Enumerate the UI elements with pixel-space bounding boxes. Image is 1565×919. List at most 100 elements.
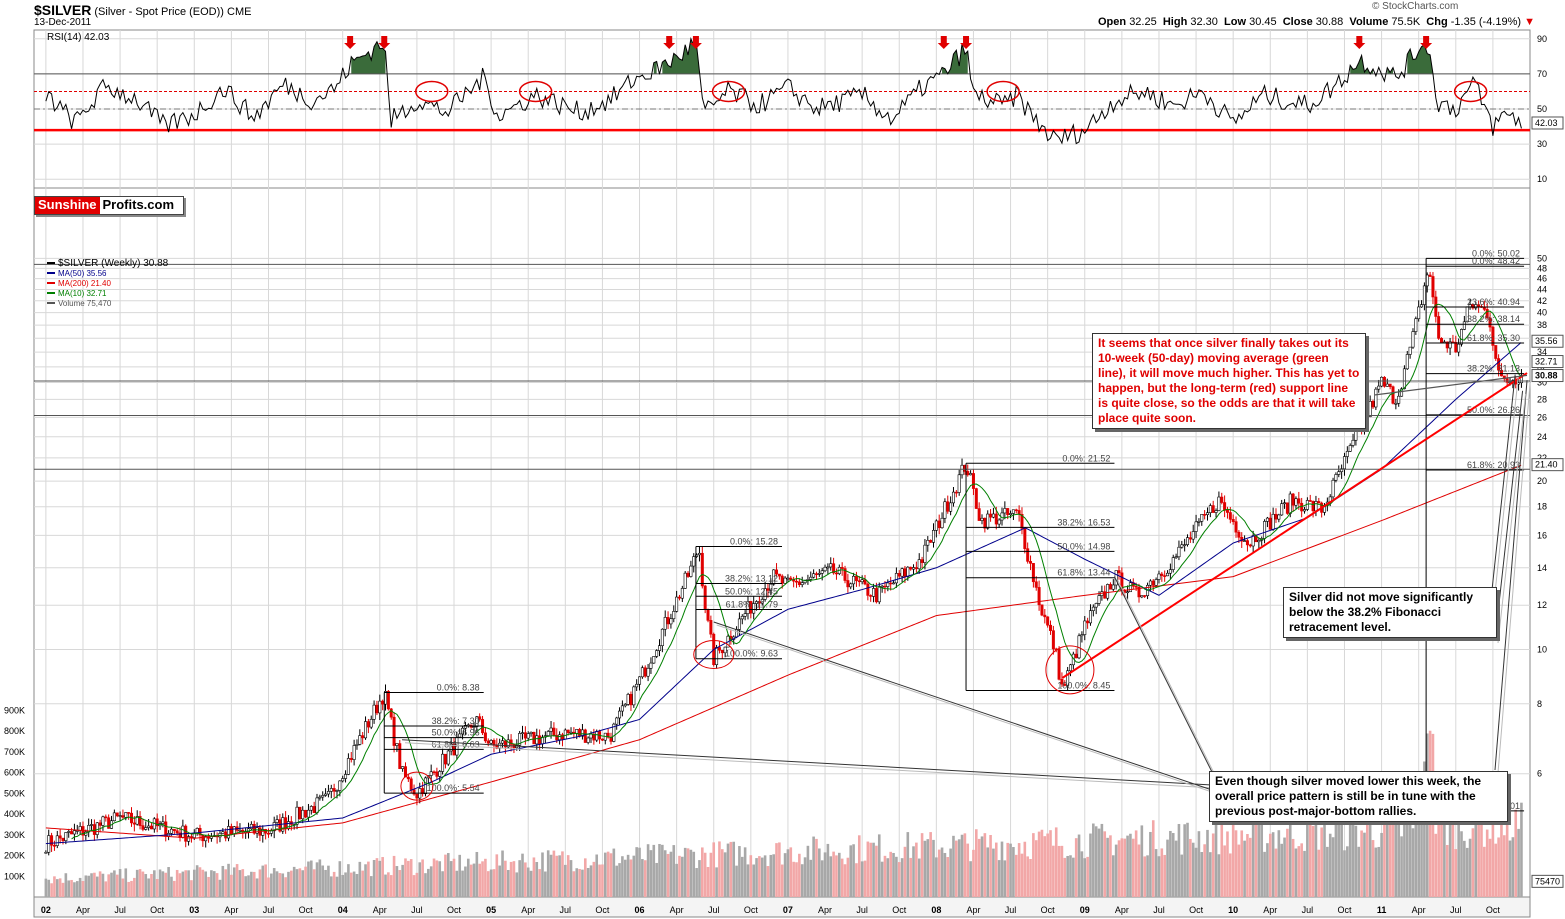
volume-bar (923, 840, 927, 897)
price-candle-body (90, 824, 94, 826)
volume-bar (778, 842, 781, 897)
price-candle-body (717, 647, 721, 651)
price-candle-body (869, 595, 873, 597)
volume-bar (917, 858, 921, 897)
price-candle-body (304, 809, 308, 818)
volume-bar (464, 866, 467, 897)
price-candle-body (929, 540, 933, 543)
volume-bar (475, 851, 479, 897)
volume-bar (1283, 837, 1286, 897)
price-candle-body (1188, 537, 1192, 540)
price-candle-body (1428, 274, 1432, 277)
volume-bar (792, 861, 795, 897)
price-candle-body (1257, 540, 1261, 543)
volume-bar (1166, 839, 1169, 897)
volume-bar (113, 870, 116, 897)
volume-bar (623, 859, 627, 897)
price-candle-body (1314, 501, 1318, 512)
price-candle-body (1223, 502, 1227, 511)
volume-bar (118, 869, 122, 897)
price-tick-label: 44 (1537, 284, 1547, 294)
price-candle-body (503, 740, 507, 748)
volume-bar (1391, 811, 1395, 897)
price-candle-body (318, 796, 322, 799)
gray-trendline (1374, 374, 1528, 396)
price-candle-body (680, 588, 684, 599)
price-candle-body (355, 744, 359, 746)
volume-bar (683, 847, 687, 897)
price-candle-body (1211, 505, 1215, 513)
price-candle-body (849, 583, 853, 588)
price-axis-tag-box (1531, 458, 1564, 472)
price-candle-body (1128, 582, 1132, 593)
volume-bar (284, 877, 287, 897)
volume-bar (307, 861, 310, 897)
price-candle-body (1225, 510, 1229, 513)
volume-bar (67, 880, 71, 897)
price-candle-body (1168, 569, 1172, 574)
volume-bar (1326, 846, 1329, 897)
volume-bar (107, 874, 110, 897)
volume-bar (232, 867, 236, 897)
price-candle-body (1454, 342, 1458, 353)
volume-bar (1094, 826, 1098, 897)
price-tick-label: 6 (1537, 769, 1542, 779)
volume-bar (290, 870, 293, 897)
volume-bar (1120, 838, 1124, 897)
price-candle-body (509, 739, 513, 745)
volume-bar (518, 860, 521, 897)
price-candle-body (629, 694, 633, 706)
volume-bar (198, 867, 202, 897)
volume-bar (572, 871, 576, 897)
volume-bar (1460, 831, 1463, 897)
price-candle-body (95, 822, 99, 835)
price-candle-body (72, 830, 76, 835)
volume-bar (141, 871, 145, 897)
price-candle-body (840, 567, 844, 569)
volume-bar (698, 860, 701, 897)
volume-bar (212, 871, 216, 897)
price-candle-body (1340, 468, 1344, 472)
volume-bar (472, 863, 476, 897)
volume-bar (261, 865, 265, 897)
volume-bar (312, 869, 316, 897)
volume-bar (966, 843, 970, 897)
volume-bar (526, 867, 530, 897)
price-candle-body (1440, 338, 1444, 343)
price-candle-body (421, 788, 425, 795)
price-candle-body (886, 582, 890, 587)
volume-bar (167, 867, 170, 897)
price-candle-body (1334, 474, 1338, 481)
price-candle-body (1194, 521, 1198, 532)
volume-bar (643, 860, 647, 897)
volume-bar (372, 859, 376, 897)
volume-bar (75, 881, 79, 897)
volume-bar (1377, 846, 1381, 897)
volume-bar (1114, 844, 1118, 897)
price-tick-label: 30 (1537, 378, 1547, 388)
volume-bar (44, 878, 48, 897)
price-candle-body (829, 563, 833, 568)
price-candle-body (1106, 584, 1110, 599)
volume-bar (1220, 819, 1224, 897)
volume-bar (361, 870, 364, 897)
annotation-pointer-shadow (716, 624, 1216, 794)
volume-bar (147, 878, 150, 897)
price-candle-body (1243, 540, 1247, 542)
volume-bar (1117, 840, 1121, 897)
volume-bar (1374, 847, 1378, 897)
volume-bar (752, 864, 755, 897)
price-candle-body (1117, 570, 1121, 574)
volume-bar (900, 858, 904, 897)
volume-bar (352, 871, 356, 897)
price-candle-body (1417, 306, 1421, 320)
price-candle-body (917, 559, 921, 570)
volume-bar (1214, 819, 1218, 897)
volume-bar (1291, 838, 1295, 897)
volume-bar (110, 872, 113, 897)
volume-bar (224, 869, 227, 897)
fib-level-label: 61.8%: 13.44 (1057, 568, 1110, 578)
price-candle-body (834, 572, 838, 575)
price-candle-body (1402, 368, 1406, 390)
volume-bar (1297, 846, 1301, 897)
